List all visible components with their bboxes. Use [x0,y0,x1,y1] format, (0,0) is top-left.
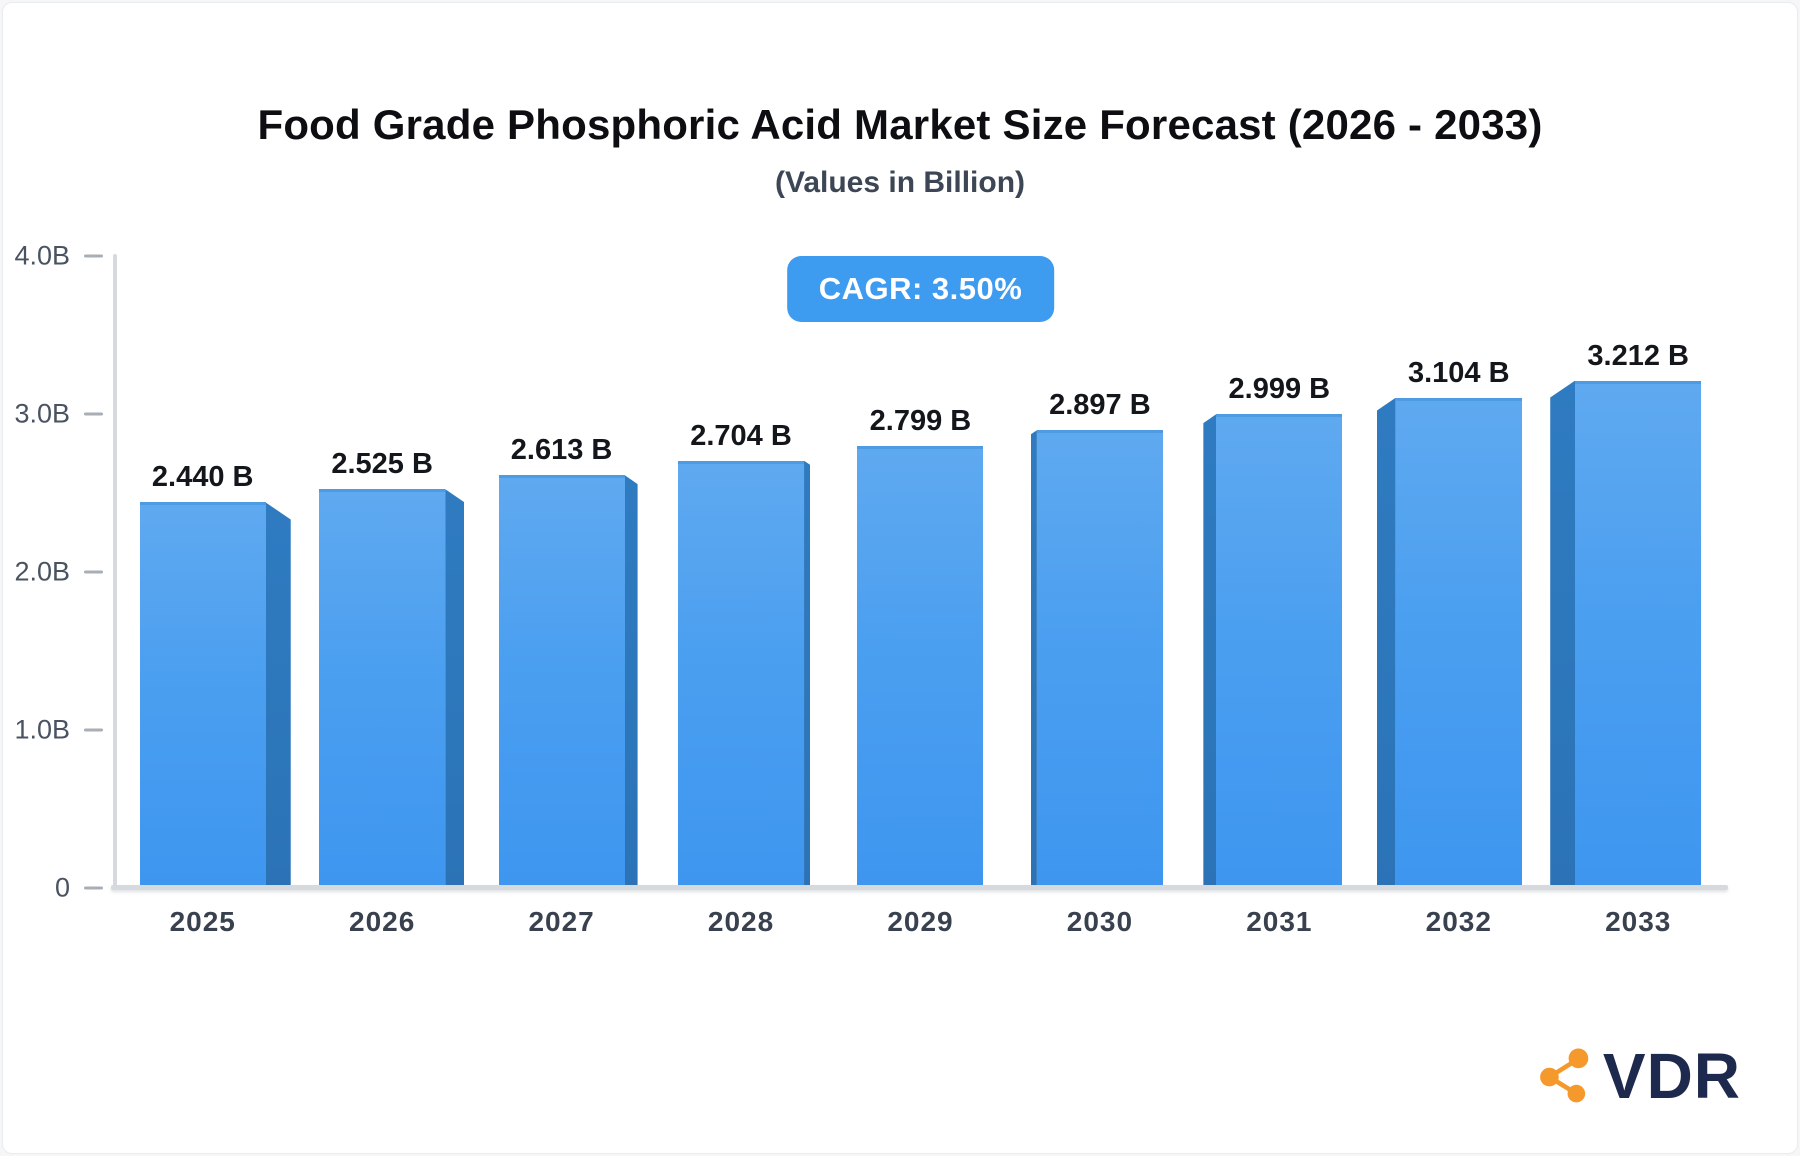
bar-slot-2030: 2.897 B [1010,256,1189,888]
y-tick-dash [84,254,103,258]
bar-slot-2033: 3.212 B [1549,256,1728,888]
x-tick-label-2031: 2031 [1246,906,1313,937]
bar-side-face [1030,430,1037,888]
bar-value-label: 2.525 B [331,448,433,481]
bar-value-label: 2.897 B [1049,389,1151,422]
bar-side-face [1376,397,1396,888]
bar-2031[interactable]: 2.999 B [1203,373,1343,888]
bar-value-label: 2.704 B [690,419,792,452]
y-tick-3.0B: 3.0B [14,399,103,430]
y-tick-0: 0 [55,873,103,904]
x-tick-label-2033: 2033 [1605,906,1672,937]
bar-2033[interactable]: 3.212 B [1550,340,1702,888]
bars-container: 2.440 B 2.525 B 2.613 B 2.704 B 2.799 B 2.897… [113,256,1728,888]
bar-slot-2029: 2.799 B [831,256,1010,888]
bar-2029[interactable]: 2.799 B [857,405,984,888]
x-tick-label-2026: 2026 [349,906,416,937]
bar-slot-2028: 2.704 B [651,256,830,888]
y-axis-line [113,254,117,888]
bar-value-label: 2.799 B [869,404,972,437]
bar-slot-2025: 2.440 B [113,256,292,888]
y-tick-label: 1.0B [14,714,70,745]
cagr-badge: CAGR: 3.50% [786,256,1055,322]
y-tick-4.0B: 4.0B [14,241,103,272]
bar-side-face [624,475,638,888]
y-tick-label: 0 [54,872,70,903]
chart-subtitle: (Values in Billion) [774,166,1026,199]
vdr-logo-text: VDR [1602,1040,1741,1112]
bar-2026[interactable]: 2.525 B [319,448,465,888]
y-tick-dash [84,728,103,732]
y-tick-dash [84,412,103,416]
plot-area: CAGR: 3.50% 2.440 B 2.525 B 2.613 B 2.704 B… [14,241,1728,937]
x-axis-line [111,885,1728,890]
y-tick-2.0B: 2.0B [14,557,103,588]
bar-2032[interactable]: 3.104 B [1376,357,1522,888]
x-axis-labels: 2025 2026 2027 2028 2029 2030 2031 2032 2033 [113,906,1728,938]
bar-side-face [1203,414,1217,888]
y-tick-label: 3.0B [14,398,70,429]
share-nodes-icon [1537,1047,1595,1105]
bar-2030[interactable]: 2.897 B [1030,389,1163,888]
bar-side-face [1550,380,1576,888]
y-tick-1.0B: 1.0B [14,715,103,746]
bar-value-label: 2.440 B [151,461,254,494]
y-tick-dash [84,570,103,574]
bar-slot-2027: 2.613 B [472,256,651,888]
x-tick-label-2028: 2028 [707,906,775,937]
bar-2025[interactable]: 2.440 B [139,461,291,888]
bar-slot-2032: 3.104 B [1369,256,1548,888]
y-tick-label: 4.0B [14,240,70,271]
bar-value-label: 2.613 B [510,434,613,467]
y-tick-label: 2.0B [14,556,70,587]
chart-title: Food Grade Phosphoric Acid Market Size F… [257,101,1543,148]
bar-value-label: 3.212 B [1587,339,1690,372]
bar-side-face [265,502,291,888]
bar-slot-2031: 2.999 B [1190,256,1369,888]
x-tick-label-2032: 2032 [1425,906,1492,937]
bar-slot-2026: 2.525 B [292,256,471,888]
bar-2027[interactable]: 2.613 B [498,434,638,888]
bar-side-face [445,489,465,888]
bar-side-face [804,460,811,888]
y-tick-dash [84,886,103,890]
bar-2028[interactable]: 2.704 B [678,420,811,888]
vdr-logo: VDR [1537,1039,1741,1113]
bar-value-label: 2.999 B [1228,373,1331,406]
x-tick-label-2029: 2029 [887,906,954,937]
x-tick-label-2027: 2027 [528,906,595,937]
bar-value-label: 3.104 B [1407,356,1510,389]
x-tick-label-2030: 2030 [1066,906,1134,937]
x-tick-label-2025: 2025 [169,906,236,937]
